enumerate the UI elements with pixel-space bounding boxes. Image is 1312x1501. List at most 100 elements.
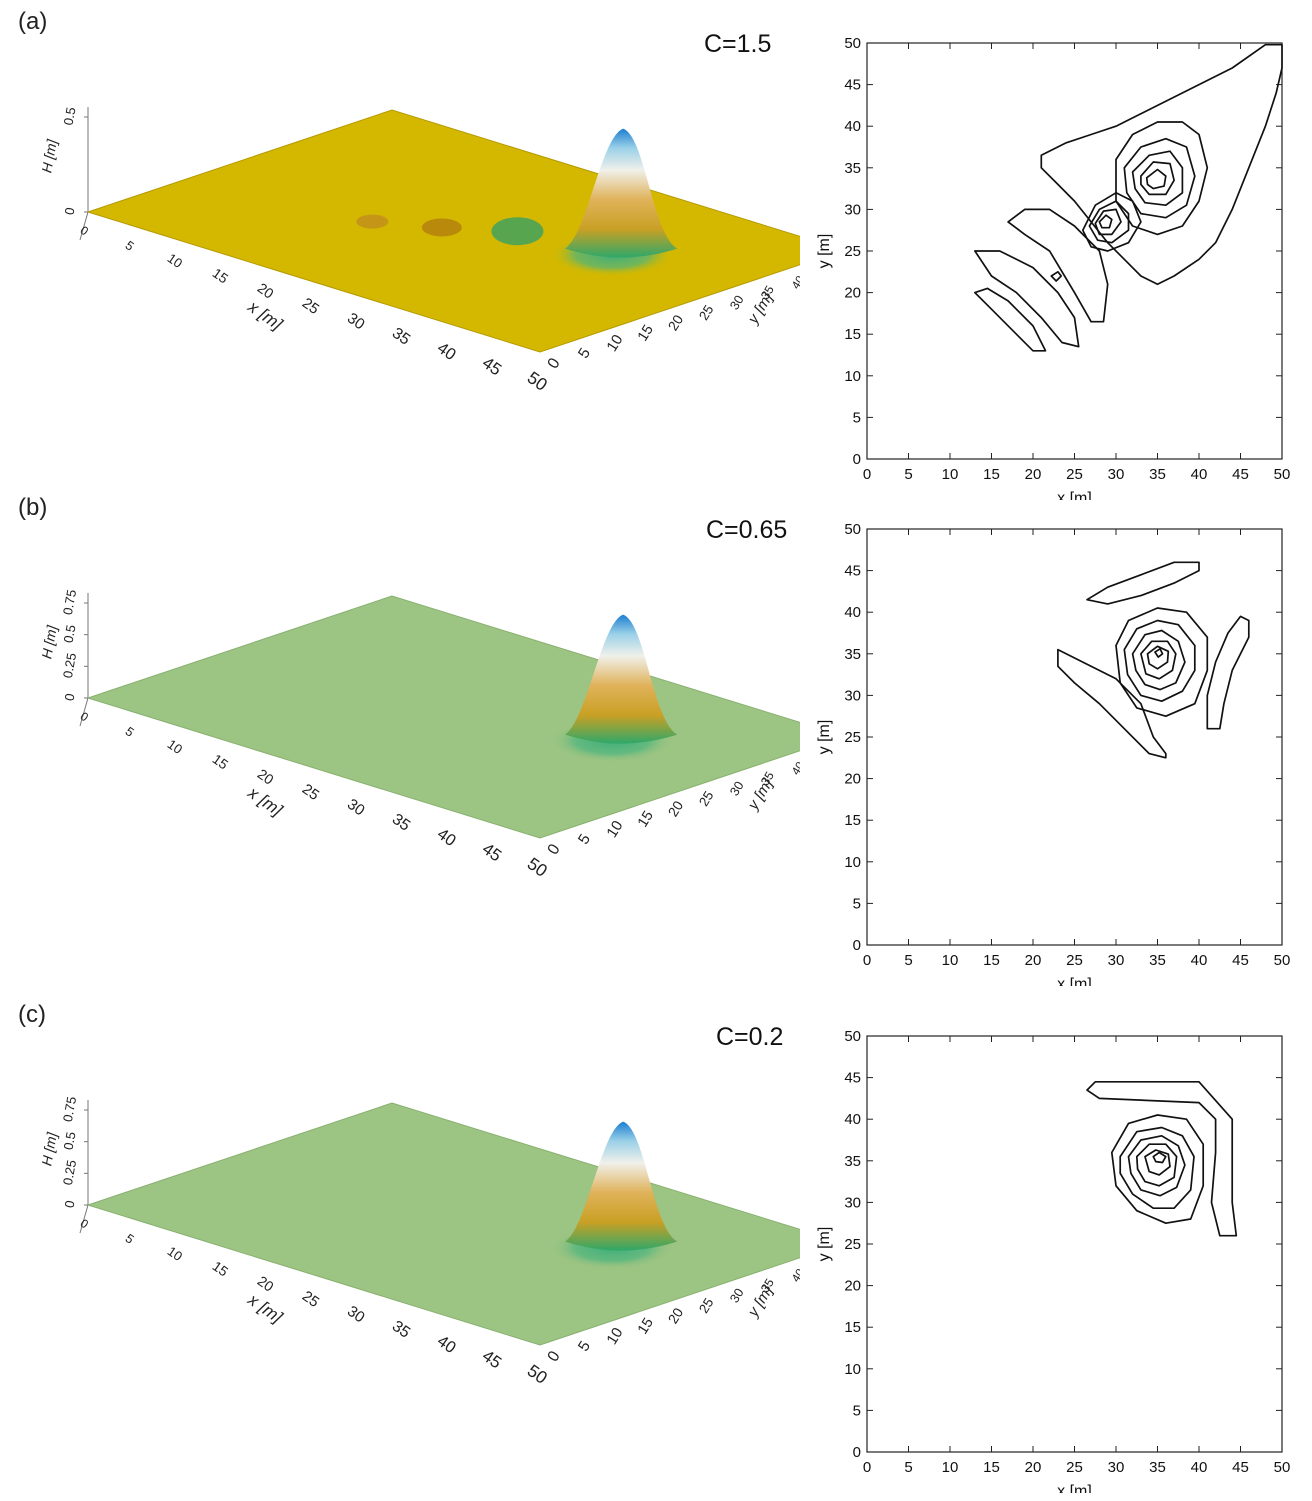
y-tick-label: 5 [853, 409, 861, 426]
contour-line [1115, 607, 1209, 718]
contour-line [1040, 43, 1283, 286]
x-tick-label: 25 [299, 1288, 322, 1311]
y-tick-label: 5 [853, 1402, 861, 1419]
x-tick-label: 0 [863, 952, 871, 969]
x-tick-label: 35 [1149, 952, 1166, 969]
y-axis-label: y [m] [816, 234, 833, 269]
x-tick-label: 15 [210, 751, 231, 772]
contour-line [1135, 1143, 1178, 1187]
contour-line [1110, 1114, 1205, 1225]
x-tick-label: 40 [1191, 466, 1208, 483]
x-tick-label: 5 [904, 952, 912, 969]
y-tick-label: 35 [758, 283, 777, 302]
y-tick-label: 35 [758, 769, 777, 788]
contour-line [1123, 619, 1196, 703]
x-tick-label: 10 [942, 466, 959, 483]
x-tick-label: 20 [1025, 466, 1042, 483]
contour-line [1088, 200, 1130, 244]
h-tick-label: 0.75 [60, 1095, 79, 1123]
contour-line [974, 250, 1080, 348]
y-tick-label: 20 [844, 1278, 861, 1295]
y-tick-label: 45 [844, 1070, 861, 1087]
y-tick-label: 50 [844, 1028, 861, 1045]
x-tick-label: 30 [1108, 466, 1125, 483]
x-tick-label: 45 [1232, 466, 1249, 483]
y-tick-label: 30 [844, 1194, 861, 1211]
y-tick-label: 20 [665, 1305, 686, 1326]
x-axis-label: x [m] [1057, 1483, 1092, 1493]
y-tick-label: 10 [844, 1361, 861, 1378]
x-tick-label: 15 [983, 952, 1000, 969]
contour-line [1206, 615, 1250, 730]
panel-b: (b) C=0.65 0 0.25 0.5 0.75 H [m] 0 5 10 15 20 25 30… [0, 486, 1312, 986]
y-tick-label: 0 [853, 451, 861, 468]
y-tick-label: 10 [604, 818, 626, 841]
contour-line [1145, 168, 1167, 190]
courant-number-label: C=0.65 [706, 516, 788, 544]
h-axis-label: H [m] [38, 1130, 60, 1167]
y-tick-label: 40 [844, 118, 861, 135]
x-tick-label: 15 [983, 1459, 1000, 1476]
x-tick-label: 35 [1149, 466, 1166, 483]
x-tick-label: 0 [863, 1459, 871, 1476]
y-tick-label: 45 [844, 563, 861, 580]
x-tick-label: 25 [299, 781, 322, 804]
contour-line [1119, 1126, 1195, 1210]
x-tick-label: 30 [344, 310, 368, 334]
h-axis-label: H [m] [38, 137, 60, 174]
x-tick-label: 10 [165, 1243, 186, 1264]
y-tick-label: 25 [696, 788, 717, 808]
h-tick-label: 0 [62, 1199, 78, 1209]
y-tick-label: 20 [665, 312, 686, 333]
x-tick-label: 50 [1274, 466, 1291, 483]
y-tick-label: 35 [844, 646, 861, 663]
panel-c: (c) C=0.2 0 0.25 0.5 0.75 H [m] 0 5 10 15 20 25 30 3… [0, 993, 1312, 1493]
y-tick-label: 30 [844, 687, 861, 704]
y-tick-label: 35 [844, 160, 861, 177]
x-tick-label: 25 [1066, 1459, 1083, 1476]
contour-plot: 0 5 10 15 20 25 30 35 40 45 50 0 5 10 15 20 25 30 35 40 45 50… [816, 1028, 1291, 1493]
y-tick-label: 0 [853, 1444, 861, 1461]
x-tick-label: 5 [904, 1459, 912, 1476]
contour-line [974, 287, 1047, 352]
y-tick-label: 30 [727, 293, 746, 312]
y-tick-label: 40 [789, 760, 800, 778]
h-tick-label: 0 [62, 692, 78, 702]
x-axis-label: x [m] [1057, 490, 1092, 500]
x-tick-label: 15 [210, 1258, 231, 1279]
x-tick-label: 30 [1108, 1459, 1125, 1476]
x-tick-label: 30 [344, 796, 368, 820]
x-tick-label: 50 [1274, 1459, 1291, 1476]
y-tick-label: 30 [727, 779, 746, 798]
y-tick-label: 40 [844, 604, 861, 621]
x-tick-label: 10 [165, 250, 186, 271]
contour-line [1086, 1080, 1238, 1237]
y-axis-label: y [m] [816, 720, 833, 755]
contour-plot: 0 5 10 15 20 25 30 35 40 45 50 0 5 10 15 20 25 30 35 40 45 50… [816, 521, 1291, 986]
y-tick-label: 15 [635, 808, 657, 830]
wave-peak [565, 128, 678, 258]
panel-label: (b) [18, 494, 48, 521]
x-tick-label: 50 [1274, 952, 1291, 969]
x-tick-label: 25 [299, 295, 322, 318]
y-tick-label: 40 [789, 274, 800, 292]
y-tick-label: 35 [758, 1276, 777, 1295]
y-tick-label: 25 [844, 243, 861, 260]
x-tick-label: 15 [983, 466, 1000, 483]
h-tick-label: 0.75 [60, 588, 79, 616]
wave-ripple [491, 217, 544, 246]
contour-line [1152, 1151, 1167, 1164]
y-tick-label: 30 [727, 1286, 746, 1305]
x-tick-label: 20 [254, 280, 276, 302]
x-tick-label: 35 [1149, 1459, 1166, 1476]
h-tick-label: 0.25 [60, 1159, 79, 1187]
wave-ripple [356, 214, 389, 229]
y-tick-label: 5 [853, 895, 861, 912]
y-tick-label: 35 [844, 1153, 861, 1170]
x-tick-label: 5 [904, 466, 912, 483]
h-tick-label: 0 [62, 206, 78, 216]
x-tick-label: 45 [1232, 1459, 1249, 1476]
